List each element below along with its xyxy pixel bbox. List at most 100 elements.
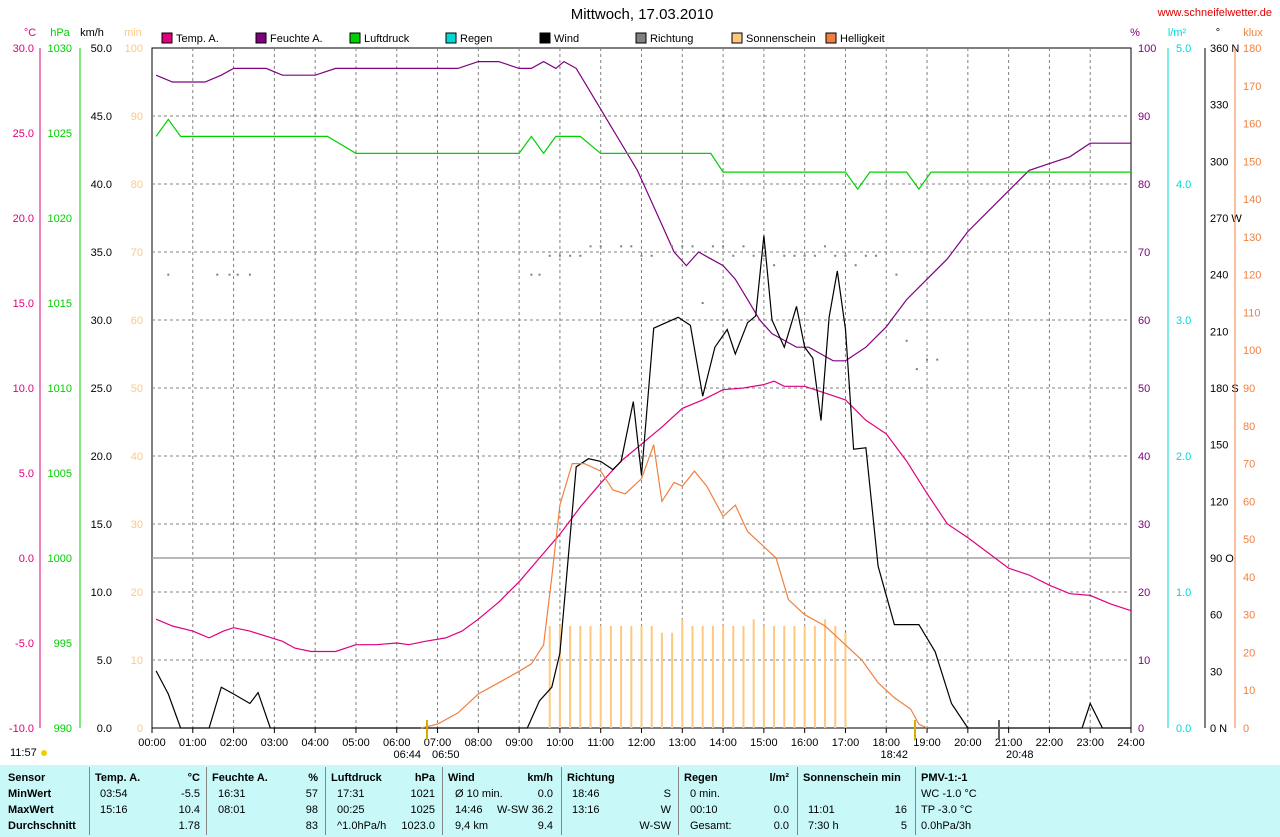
stats-dir-min_time: 18:46 bbox=[572, 788, 600, 800]
sunset-label: 18:42 bbox=[880, 749, 908, 761]
x-tick-label: 06:00 bbox=[383, 737, 411, 749]
axis-sunshine-tick: 50 bbox=[131, 383, 143, 395]
axis-pressure-tick: 1000 bbox=[48, 553, 72, 565]
direction-point bbox=[905, 339, 908, 342]
axis-brightness-tick: 90 bbox=[1243, 383, 1255, 395]
x-tick-label: 17:00 bbox=[832, 737, 860, 749]
axis-wind-tick: 50.0 bbox=[91, 43, 112, 55]
axis-wind-tick: 35.0 bbox=[91, 247, 112, 259]
legend-label-wind: Wind bbox=[554, 33, 579, 45]
website-link[interactable]: www.schneifelwetter.de bbox=[1157, 7, 1272, 19]
stats-hum-min_time: 16:31 bbox=[218, 788, 246, 800]
legend-swatch-pressure bbox=[349, 32, 361, 44]
time-markers: 11:57 06:44 06:50 18:42 20:48 bbox=[10, 720, 1034, 761]
direction-point bbox=[558, 254, 561, 257]
axis-wind-tick: 45.0 bbox=[91, 111, 112, 123]
direction-point bbox=[599, 245, 602, 248]
direction-point bbox=[762, 254, 765, 257]
axis-sunshine-tick: 10 bbox=[131, 655, 143, 667]
stats-pmv-min_time: WC -1.0 °C bbox=[921, 788, 977, 800]
stats-pmv-max_time: TP -3.0 °C bbox=[921, 804, 973, 816]
axis-temp-tick: -5.0 bbox=[15, 638, 34, 650]
stats-wind-max_val: W-SW 36.2 bbox=[496, 804, 553, 816]
series-brightness-line bbox=[421, 444, 928, 729]
stats-separator bbox=[678, 767, 679, 835]
legend-label-pressure: Luftdruck bbox=[364, 33, 410, 45]
series-humidity-line bbox=[155, 60, 1131, 362]
axes: 00:00 01:00 02:00 03:00 04:00 05:00 06:00 07:00… bbox=[9, 27, 1263, 749]
stats-rain-max_val: 0.0 bbox=[773, 804, 789, 816]
axis-pressure-tick: 1025 bbox=[48, 128, 72, 140]
direction-point bbox=[216, 273, 219, 276]
axis-direction-tick: 120 bbox=[1210, 496, 1228, 508]
moon-label: 20:48 bbox=[1006, 749, 1034, 761]
axis-brightness-tick: 180 bbox=[1243, 43, 1261, 55]
stats-unit-hum: % bbox=[308, 772, 318, 784]
axis-humidity-tick: 0 bbox=[1138, 723, 1144, 735]
stats-rain-min_time: 0 min. bbox=[690, 788, 720, 800]
axis-humidity-tick: 80 bbox=[1138, 179, 1150, 191]
sunrise-label: 06:44 bbox=[393, 749, 421, 761]
direction-point bbox=[530, 273, 533, 276]
direction-point bbox=[579, 254, 582, 257]
axis-brightness-tick: 160 bbox=[1243, 119, 1261, 131]
direction-point bbox=[752, 254, 755, 257]
axis-sunshine-tick: 90 bbox=[131, 111, 143, 123]
stats-temp-max_val: 10.4 bbox=[178, 804, 200, 816]
stats-unit-temp: °C bbox=[187, 772, 200, 784]
axis-humidity-tick: 50 bbox=[1138, 383, 1150, 395]
x-tick-label: 11:00 bbox=[587, 737, 614, 749]
x-tick-label: 18:00 bbox=[872, 737, 900, 749]
x-tick-label: 20:00 bbox=[954, 737, 982, 749]
axis-direction-tick: 240 bbox=[1210, 270, 1228, 282]
axis-direction-tick: 90 O bbox=[1210, 553, 1234, 565]
x-tick-label: 15:00 bbox=[750, 737, 778, 749]
direction-point bbox=[569, 254, 572, 257]
axis-rain-tick: 3.0 bbox=[1176, 315, 1191, 327]
axis-brightness-tick: 40 bbox=[1243, 572, 1255, 584]
statistics-panel: Sensor MinWert MaxWert Durchschnitt Temp. A.… bbox=[0, 765, 1280, 837]
stats-header-pmv: PMV-1:-1 bbox=[921, 772, 968, 784]
axis-pressure-tick: 1005 bbox=[48, 468, 72, 480]
axis-unit-humidity: % bbox=[1130, 27, 1140, 39]
x-tick-label: 12:00 bbox=[628, 737, 656, 749]
legend-swatch-rain bbox=[445, 32, 457, 44]
axis-humidity-tick: 70 bbox=[1138, 247, 1150, 259]
axis-wind-tick: 25.0 bbox=[91, 383, 112, 395]
direction-point bbox=[630, 245, 633, 248]
axis-brightness-tick: 130 bbox=[1243, 232, 1261, 244]
stats-header-sun: Sonnenschein min bbox=[803, 772, 901, 784]
stats-unit-rain: l/m² bbox=[769, 772, 789, 784]
series-wind-line bbox=[155, 235, 1131, 729]
series-pressure-line bbox=[155, 118, 1131, 191]
direction-point bbox=[854, 264, 857, 267]
stats-press-min_time: 17:31 bbox=[337, 788, 365, 800]
stats-hum-max_val: 98 bbox=[305, 804, 318, 816]
axis-unit-direction: ° bbox=[1216, 27, 1220, 39]
axis-sunshine-tick: 80 bbox=[131, 179, 143, 191]
x-tick-label: 24:00 bbox=[1117, 737, 1145, 749]
stats-pmv-avg_time: 0.0hPa/3h bbox=[921, 820, 972, 832]
axis-temp-tick: 20.0 bbox=[13, 213, 34, 225]
legend-label-sunshine: Sonnenschein bbox=[746, 33, 816, 45]
axis-direction-tick: 0 N bbox=[1210, 723, 1227, 735]
legend-label-direction: Richtung bbox=[650, 33, 693, 45]
x-tick-label: 23:00 bbox=[1076, 737, 1104, 749]
axis-wind-tick: 0.0 bbox=[97, 723, 112, 735]
stats-wind-avg_val: 9.4 bbox=[537, 820, 553, 832]
stats-separator bbox=[561, 767, 562, 835]
stats-press-avg_val: 1023.0 bbox=[401, 820, 435, 832]
stats-wind-min_val: 0.0 bbox=[537, 788, 553, 800]
legend: Temp. A. Feuchte A. Luftdruck Regen Wind Rich… bbox=[161, 32, 885, 45]
stats-sun-max_val: 16 bbox=[894, 804, 907, 816]
stats-separator bbox=[915, 767, 916, 835]
direction-point bbox=[538, 273, 541, 276]
series-temp-line bbox=[155, 380, 1132, 653]
direction-point bbox=[228, 273, 231, 276]
direction-point bbox=[936, 358, 939, 361]
stats-wind-avg_time: 9,4 km bbox=[455, 820, 489, 832]
axis-pressure-tick: 995 bbox=[54, 638, 72, 650]
axis-rain-tick: 2.0 bbox=[1176, 451, 1191, 463]
axis-humidity-tick: 20 bbox=[1138, 587, 1150, 599]
axis-wind-tick: 40.0 bbox=[91, 179, 112, 191]
